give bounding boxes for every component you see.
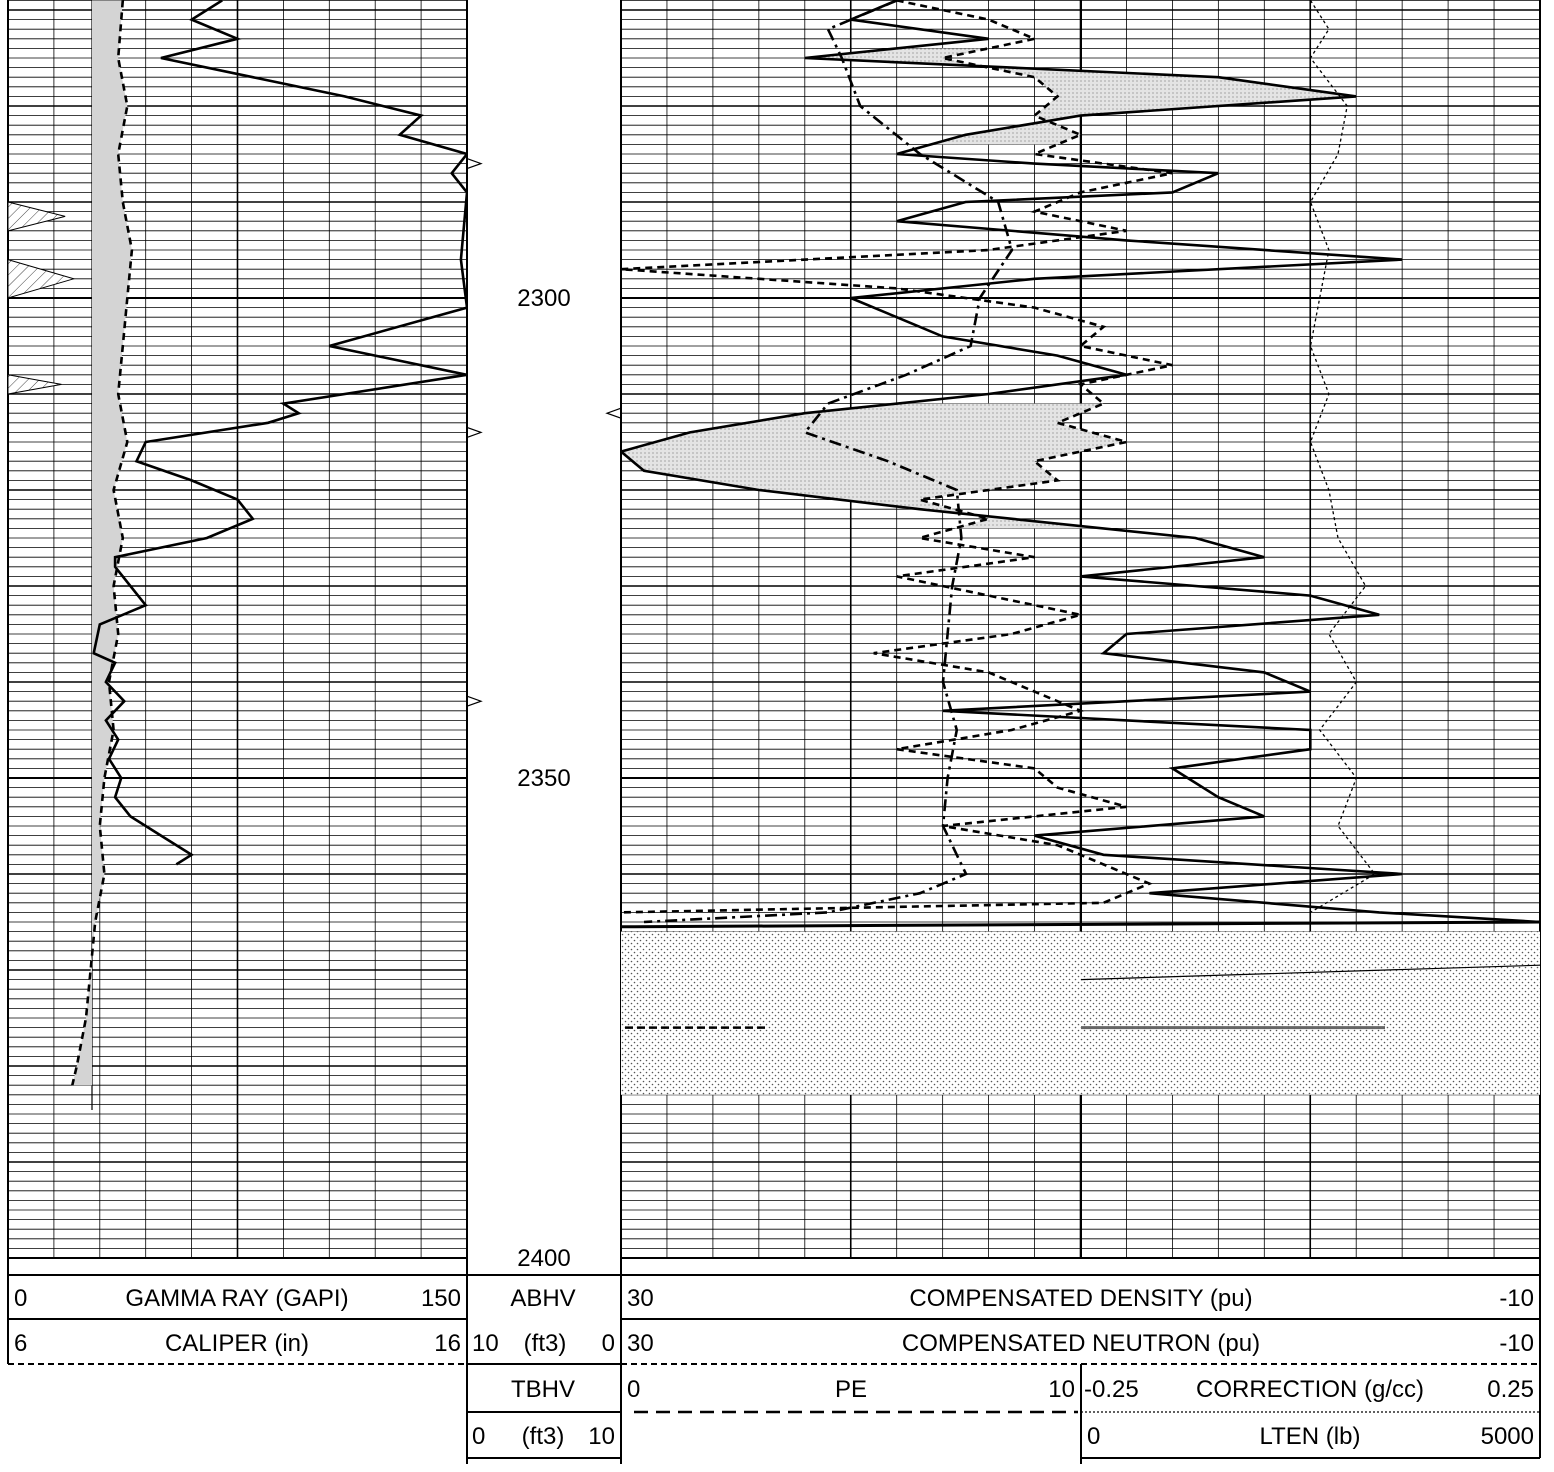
abhv-unit-label: (ft3) xyxy=(524,1330,567,1357)
log-header: 0 GAMMA RAY (GAPI) 150 ABHV 30 COMPENSAT… xyxy=(7,1258,1541,1464)
lten-max-label: 5000 xyxy=(1481,1423,1534,1450)
den-max-label: -10 xyxy=(1499,1285,1534,1312)
pe-max-label: 10 xyxy=(1048,1376,1075,1403)
compensated-neutron-pu-curve xyxy=(621,0,1173,914)
caliper-in-curve xyxy=(71,0,134,1086)
caliper-fill xyxy=(72,0,132,1086)
casing-shoe-line xyxy=(620,920,1541,929)
lten-trace xyxy=(1080,964,1541,981)
log-curves xyxy=(71,0,1540,1086)
abhv-min-label: 10 xyxy=(472,1330,499,1357)
gr-max-label: 150 xyxy=(421,1285,461,1312)
log-fills xyxy=(7,0,1541,1095)
lten-curve-label: LTEN (lb) xyxy=(1260,1423,1361,1450)
correction-g-cc-curve xyxy=(1309,0,1376,913)
gr-curve-label: GAMMA RAY (GAPI) xyxy=(125,1285,348,1312)
neu-min-label: 30 xyxy=(627,1330,654,1357)
lten-min-label: 0 xyxy=(1087,1423,1100,1450)
tbhv-min-label: 0 xyxy=(472,1423,485,1450)
tbhv-unit-label: (ft3) xyxy=(522,1423,565,1450)
neu-max-label: -10 xyxy=(1499,1330,1534,1357)
corr-curve-label: CORRECTION (g/cc) xyxy=(1196,1376,1424,1403)
depth-tick-label: 2400 xyxy=(517,1245,570,1272)
volume-tick-marker xyxy=(605,407,622,419)
volume-tick-marker xyxy=(466,158,483,170)
pe-min-label: 0 xyxy=(627,1376,640,1403)
depth-tick-label: 2300 xyxy=(517,285,570,312)
tbhv-label: TBHV xyxy=(511,1376,575,1403)
volume-tick-marker xyxy=(466,695,483,707)
cal-max-label: 16 xyxy=(434,1330,461,1357)
compensated-density-pu-curve xyxy=(621,0,1540,924)
cal-min-label: 6 xyxy=(14,1330,27,1357)
neu-curve-label: COMPENSATED NEUTRON (pu) xyxy=(902,1330,1260,1357)
depth-ticks: 2300 2350 2400 xyxy=(466,158,622,1272)
abhv-label: ABHV xyxy=(510,1285,575,1312)
gr-min-label: 0 xyxy=(14,1285,27,1312)
casing-fill xyxy=(621,931,1540,1095)
gr-shale-fill xyxy=(7,258,76,299)
crossover-fill xyxy=(804,48,1357,145)
gr-shale-fill xyxy=(7,201,66,232)
den-curve-label: COMPENSATED DENSITY (pu) xyxy=(909,1285,1252,1312)
gr-shale-fill xyxy=(7,374,62,395)
crossover-fill xyxy=(621,403,1127,529)
den-min-label: 30 xyxy=(627,1285,654,1312)
gamma-ray-gapi-curve xyxy=(92,0,467,866)
pe-curve xyxy=(643,0,1014,924)
volume-tick-marker xyxy=(466,426,483,438)
cal-curve-label: CALIPER (in) xyxy=(165,1330,309,1357)
abhv-max-label: 0 xyxy=(602,1330,615,1357)
corr-min-label: -0.25 xyxy=(1084,1376,1139,1403)
tbhv-max-label: 10 xyxy=(588,1423,615,1450)
pe-curve-label: PE xyxy=(835,1376,867,1403)
depth-tick-label: 2350 xyxy=(517,765,570,792)
corr-max-label: 0.25 xyxy=(1487,1376,1534,1403)
